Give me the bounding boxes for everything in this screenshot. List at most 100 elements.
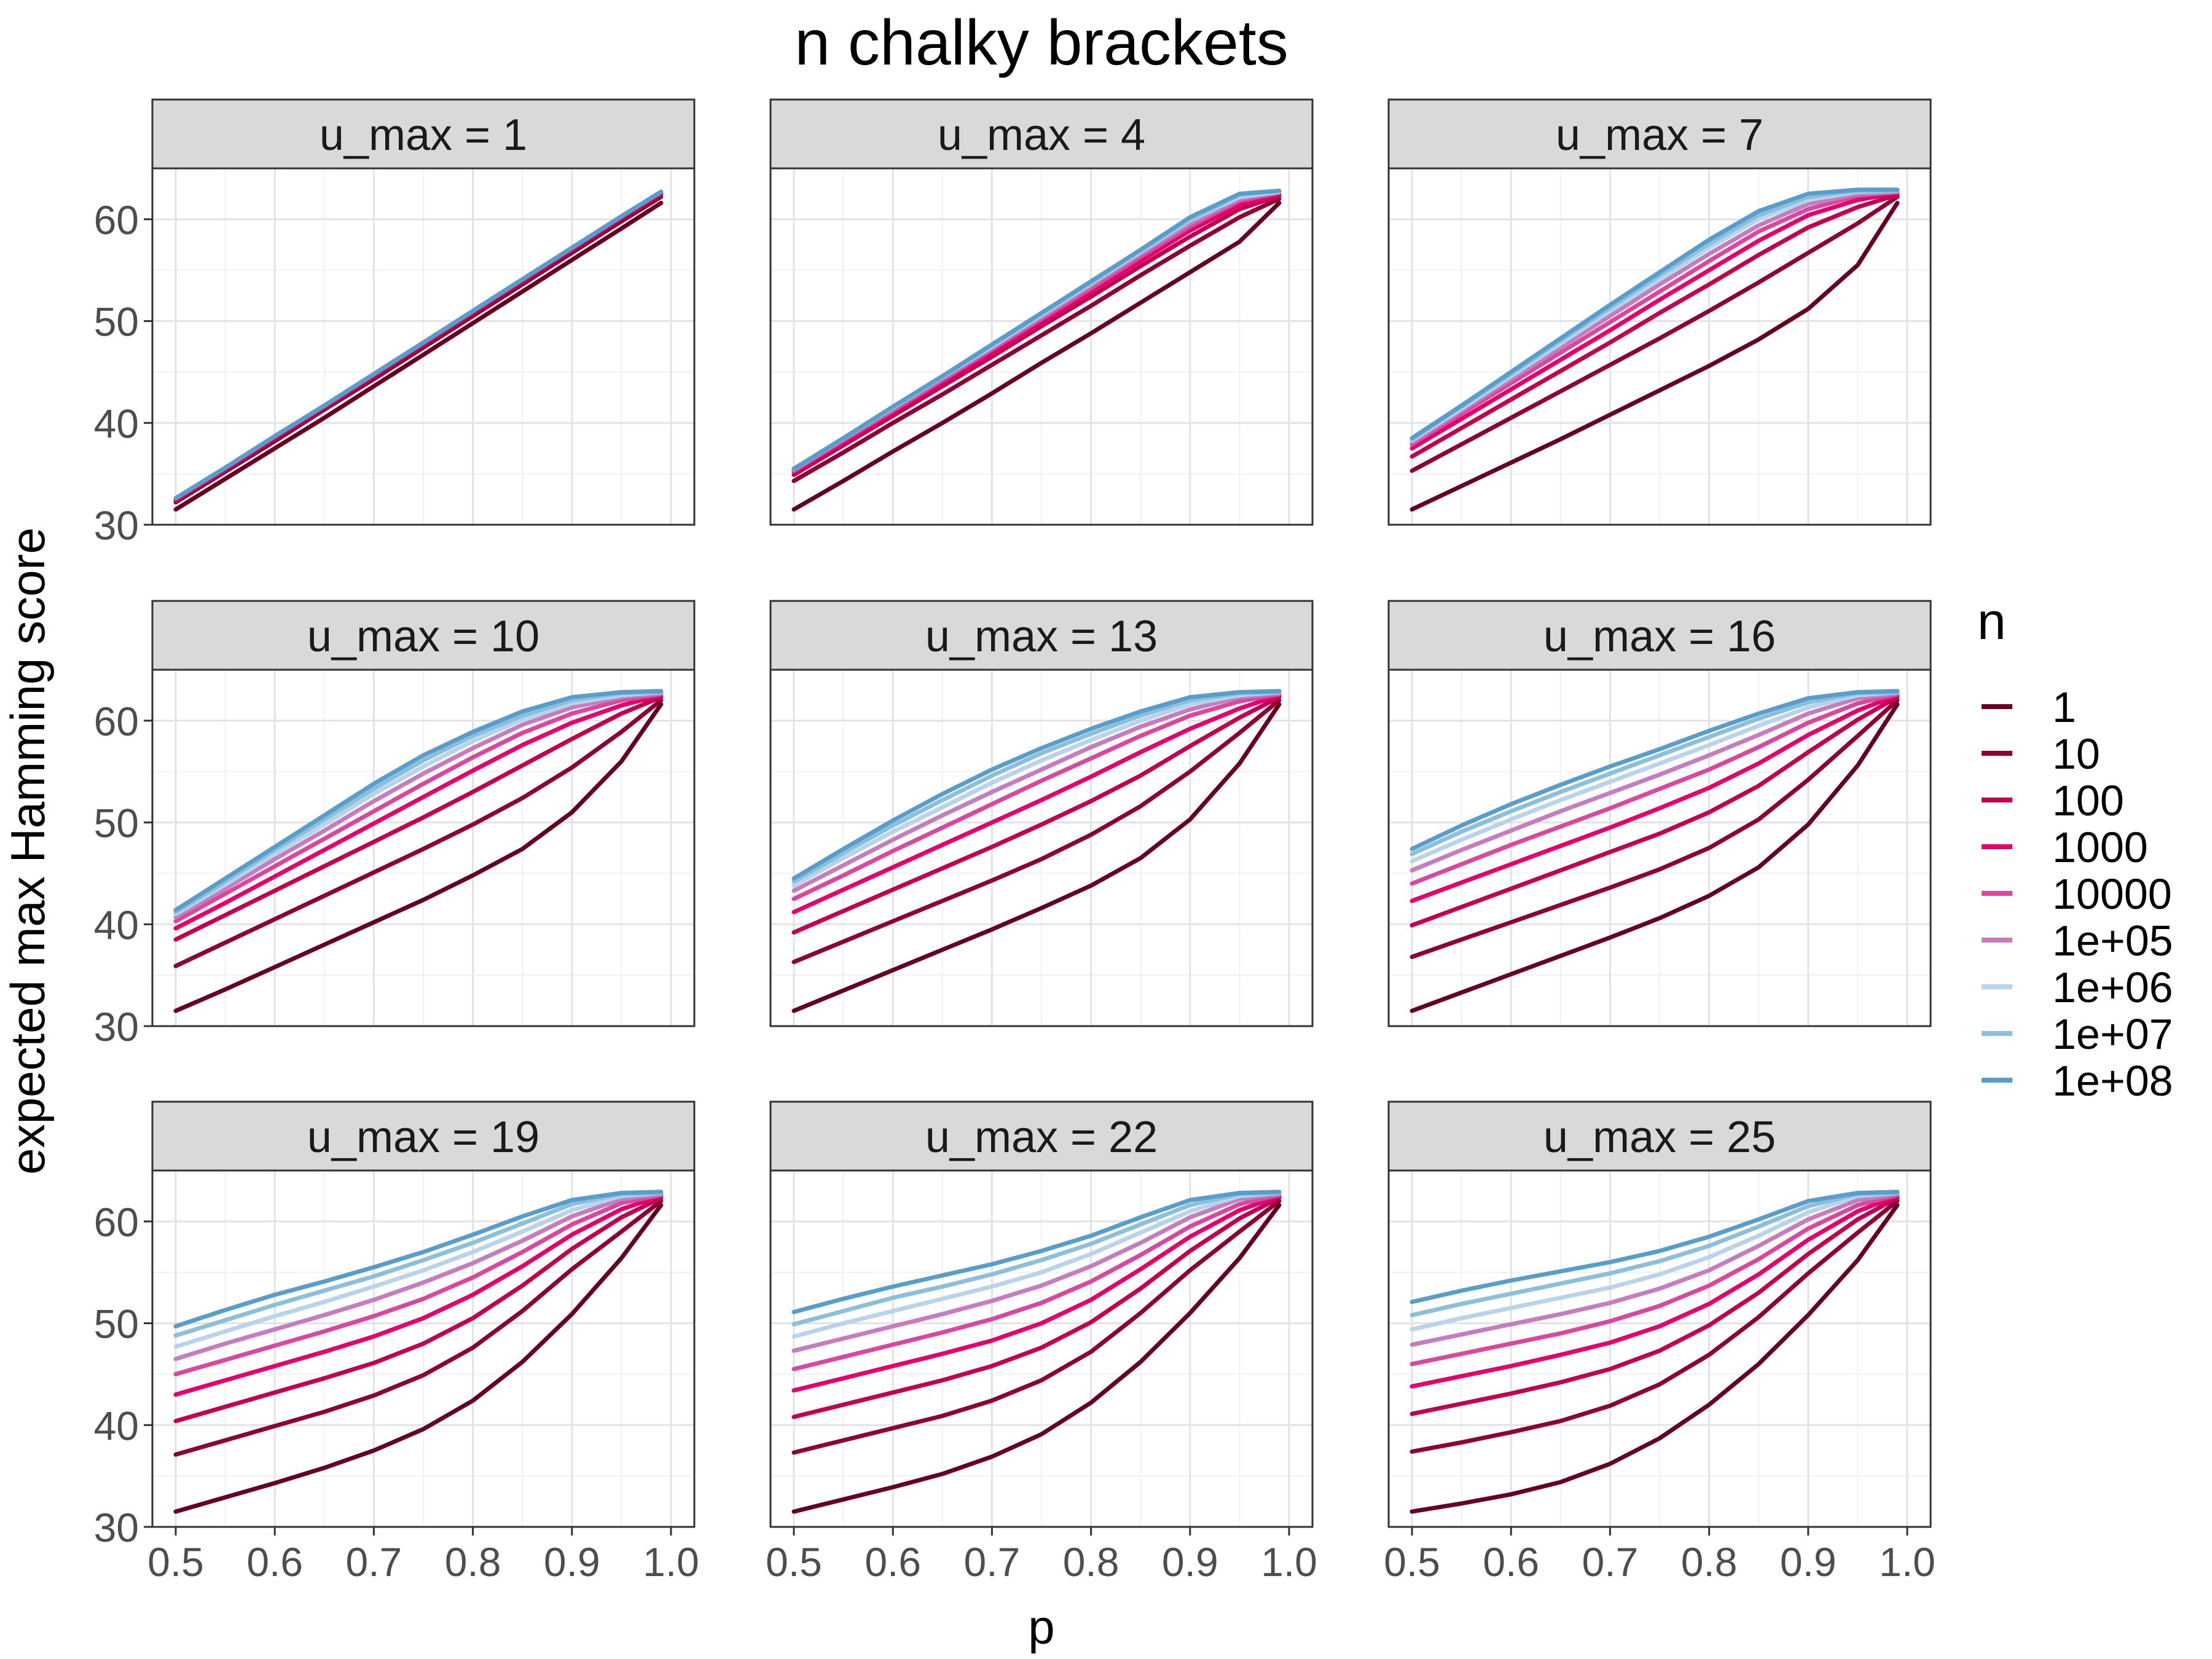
series-line — [173, 692, 664, 924]
series-line — [1410, 1202, 1900, 1514]
series-line — [1410, 192, 1900, 459]
x-tick-label: 1.0 — [643, 1539, 699, 1585]
panel-strip-label: u_max = 19 — [307, 1113, 539, 1162]
series-line — [1410, 190, 1900, 451]
series-line — [1410, 692, 1900, 903]
series-line — [791, 1191, 1282, 1353]
panel-border — [1387, 669, 1932, 1027]
legend-label: 1e+06 — [2052, 963, 2173, 1011]
panel-border — [769, 669, 1314, 1027]
panel-border — [1387, 1169, 1932, 1528]
panel-border — [151, 167, 696, 526]
series-line — [791, 692, 1282, 914]
series-line — [791, 695, 1282, 935]
series-line — [1410, 692, 1900, 886]
series-line — [173, 695, 664, 942]
x-tick-label: 0.5 — [766, 1539, 822, 1585]
series-line — [173, 689, 664, 912]
series-line — [791, 197, 1282, 484]
series-line — [1410, 689, 1900, 852]
series-line — [791, 692, 1282, 901]
series-line — [791, 690, 1282, 888]
series-line — [173, 690, 664, 917]
series-line — [1410, 690, 1900, 857]
series-line — [173, 690, 664, 914]
y-tick-label: 60 — [94, 699, 139, 744]
panel-strip — [1387, 600, 1932, 671]
y-tick-label: 40 — [94, 1403, 139, 1448]
legend-label: 1e+08 — [2052, 1057, 2173, 1105]
series-line — [173, 1193, 664, 1397]
series-line — [173, 1190, 664, 1328]
series-line — [173, 691, 664, 920]
y-tick-label: 30 — [94, 503, 139, 548]
panel-strip-label: u_max = 22 — [925, 1113, 1158, 1162]
series-line — [1410, 1190, 1900, 1304]
series-line — [791, 189, 1282, 471]
x-tick-label: 0.5 — [1384, 1539, 1440, 1585]
panel-strip — [769, 98, 1314, 170]
series-line — [173, 1191, 664, 1338]
panel-strip-label: u_max = 4 — [938, 111, 1145, 160]
series-line — [1410, 187, 1900, 441]
panel-strip — [151, 98, 696, 170]
panel: u_max = 1 30 40 50 60 — [94, 98, 696, 548]
y-tick-label: 30 — [94, 1505, 139, 1550]
x-tick-label: 0.6 — [246, 1539, 303, 1585]
y-tick-label: 50 — [94, 299, 139, 345]
panel-strip — [1387, 1100, 1932, 1172]
panel: u_max = 25 0.5 0.6 0.7 0.8 0.9 1.0 — [1384, 1100, 1936, 1585]
series-line — [173, 692, 664, 931]
y-tick-label: 50 — [94, 801, 139, 846]
series-line — [791, 1199, 1282, 1455]
series-line — [173, 194, 664, 504]
panel-strip-label: u_max = 7 — [1556, 111, 1763, 160]
series-line — [173, 1191, 664, 1349]
legend-label: 1e+05 — [2052, 917, 2173, 965]
series-line — [1410, 698, 1900, 959]
legend-label: 1000 — [2052, 823, 2148, 871]
series-line — [791, 698, 1282, 965]
legend-label: 1 — [2052, 683, 2076, 731]
panel-strip-label: u_max = 25 — [1543, 1113, 1776, 1162]
series-line — [791, 690, 1282, 884]
panel-border — [769, 1169, 1314, 1528]
panel: u_max = 22 0.5 0.6 0.7 0.8 0.9 1.0 — [766, 1100, 1317, 1585]
x-tick-label: 0.6 — [1483, 1539, 1539, 1585]
series-line — [1410, 1196, 1900, 1416]
series-line — [173, 1191, 664, 1362]
series-line — [173, 200, 664, 512]
y-tick-label: 50 — [94, 1301, 139, 1347]
series-line — [1410, 189, 1900, 445]
panel-strip-label: u_max = 16 — [1543, 612, 1776, 661]
series-line — [1410, 1191, 1900, 1347]
x-tick-label: 0.8 — [445, 1539, 501, 1585]
panel-strip — [151, 1100, 696, 1172]
panel: u_max = 7 — [1387, 98, 1932, 526]
series-line — [1410, 1191, 1900, 1332]
panel-strip-label: u_max = 13 — [925, 612, 1158, 661]
legend-label: 100 — [2052, 777, 2124, 825]
x-tick-label: 0.9 — [544, 1539, 600, 1585]
series-line — [1410, 1193, 1900, 1389]
y-tick-label: 40 — [94, 401, 139, 446]
legend-label: 1e+07 — [2052, 1010, 2173, 1058]
x-tick-label: 0.7 — [1582, 1539, 1639, 1585]
series-line — [791, 1191, 1282, 1327]
legend-label: 10000 — [2052, 870, 2172, 918]
y-tick-label: 60 — [94, 1199, 139, 1245]
series-line — [791, 1193, 1282, 1393]
panel-border — [151, 669, 696, 1027]
y-tick-label: 30 — [94, 1004, 139, 1049]
x-tick-label: 1.0 — [1261, 1539, 1317, 1585]
panel-strip — [769, 1100, 1314, 1172]
series-line — [173, 1196, 664, 1424]
series-line — [1410, 200, 1900, 512]
panel: u_max = 16 — [1387, 600, 1932, 1027]
series-line — [173, 1193, 664, 1376]
legend-title: n — [1977, 592, 2006, 650]
series-line — [173, 1202, 664, 1514]
series-line — [1410, 702, 1900, 1013]
